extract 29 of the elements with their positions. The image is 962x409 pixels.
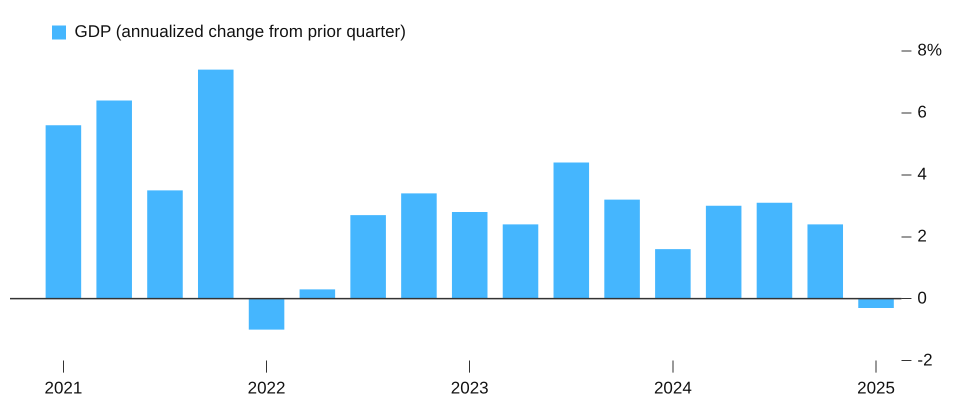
bar (554, 162, 590, 298)
y-tick-label: 6 (917, 102, 927, 122)
bar (350, 215, 386, 298)
bar (46, 125, 82, 298)
y-tick-label: 2 (917, 226, 927, 246)
x-tick-label: 2023 (450, 378, 489, 398)
bar (807, 224, 844, 298)
bar (248, 299, 284, 330)
x-tick-label: 2024 (654, 378, 692, 398)
y-tick-label: 0 (917, 288, 927, 308)
y-tick-label: -2 (917, 350, 933, 370)
bar (401, 193, 437, 298)
y-tick-label: 4 (917, 164, 927, 184)
y-tick-label: 8% (917, 40, 942, 60)
bar (452, 212, 488, 298)
bar (300, 289, 336, 298)
bar (604, 200, 640, 298)
x-tick-label: 2025 (857, 378, 895, 398)
bar (147, 190, 183, 298)
bar (198, 70, 234, 298)
x-tick-label: 2021 (44, 378, 82, 398)
legend-label: GDP (annualized change from prior quarter) (74, 22, 406, 42)
bar (858, 299, 894, 308)
bar (502, 224, 538, 298)
bar (706, 206, 742, 298)
x-tick-label: 2022 (248, 378, 286, 398)
bar (96, 100, 132, 298)
bar (756, 202, 792, 298)
bar (655, 249, 691, 298)
